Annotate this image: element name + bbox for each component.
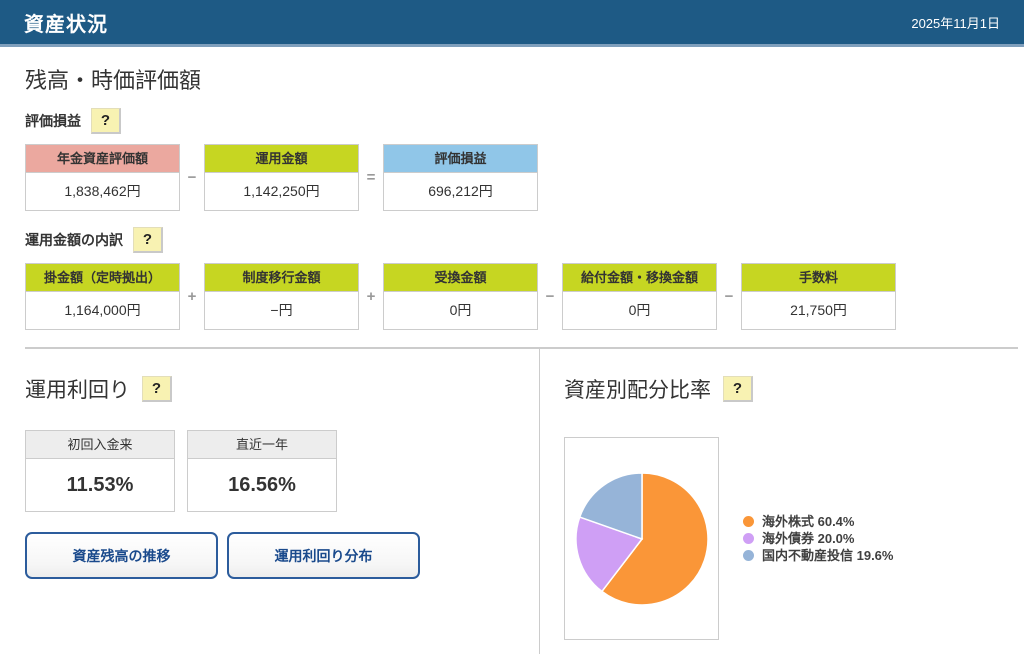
help-button-allocation[interactable]: ? <box>723 376 753 402</box>
legend-label: 海外債券 20.0% <box>762 531 855 546</box>
question-icon: ? <box>100 112 111 129</box>
box-label: 掛金額（定時拠出） <box>26 264 179 292</box>
allocation-section: 資産別配分比率 ? 海外株式 60.4% 海外債券 20.0% <box>540 349 1018 654</box>
pl-calc-row: 年金資産評価額 1,838,462円 − 運用金額 1,142,250円 = 評… <box>25 144 1024 211</box>
app-header: 資産状況 2025年11月1日 <box>0 0 1024 47</box>
box-value: 1,164,000円 <box>64 302 141 318</box>
box-value: 1,142,250円 <box>243 183 320 199</box>
breakdown-box-benefits-paid: 給付金額・移換金額 0円 <box>562 263 717 330</box>
pl-box-invested-amount: 運用金額 1,142,250円 <box>204 144 359 211</box>
asset-history-button[interactable]: 資産残高の推移 <box>25 532 218 579</box>
breakdown-box-system-transfer: 制度移行金額 −円 <box>204 263 359 330</box>
box-value: 696,212円 <box>428 183 493 199</box>
operator-minus: − <box>545 288 555 305</box>
legend-dot-overseas-equity <box>743 516 754 527</box>
legend-item: 海外株式 60.4% <box>743 513 893 530</box>
box-value: −円 <box>270 302 293 318</box>
operator-plus: + <box>187 288 197 305</box>
yield-buttons-row: 資産残高の推移 運用利回り分布 <box>25 532 539 579</box>
breakdown-box-fees: 手数料 21,750円 <box>741 263 896 330</box>
yield-box-last-year: 直近一年 16.56% <box>187 430 337 512</box>
pl-box-pension-assets: 年金資産評価額 1,838,462円 <box>25 144 180 211</box>
breakdown-label-row: 運用金額の内訳 ? <box>25 227 1024 253</box>
yield-section: 運用利回り ? 初回入金来 11.53% 直近一年 16.56% 資産残高の推移… <box>25 349 540 654</box>
pie-legend: 海外株式 60.4% 海外債券 20.0% 国内不動産投信 19.6% <box>743 513 893 640</box>
yield-boxes-row: 初回入金来 11.53% 直近一年 16.56% <box>25 430 539 512</box>
operator-plus: + <box>366 288 376 305</box>
box-label: 評価損益 <box>384 145 537 173</box>
box-label: 手数料 <box>742 264 895 292</box>
legend-item: 海外債券 20.0% <box>743 530 893 547</box>
box-value: 0円 <box>628 302 651 318</box>
yield-section-title-row: 運用利回り ? <box>25 374 539 404</box>
breakdown-box-transfer-in: 受換金額 0円 <box>383 263 538 330</box>
yield-section-title: 運用利回り <box>25 379 130 402</box>
yield-box-since-inception: 初回入金来 11.53% <box>25 430 175 512</box>
box-label: 受換金額 <box>384 264 537 292</box>
balance-section-title: 残高・時価評価額 <box>25 68 202 93</box>
box-label: 給付金額・移換金額 <box>563 264 716 292</box>
box-value: 1,838,462円 <box>64 183 141 199</box>
help-button-yield[interactable]: ? <box>142 376 172 402</box>
operator-minus: − <box>724 288 734 305</box>
header-date: 2025年11月1日 <box>911 15 1000 31</box>
allocation-section-title-row: 資産別配分比率 ? <box>564 374 1018 404</box>
legend-label: 海外株式 60.4% <box>762 514 855 529</box>
yield-distribution-button[interactable]: 運用利回り分布 <box>227 532 420 579</box>
legend-item: 国内不動産投信 19.6% <box>743 547 893 564</box>
box-value: 16.56% <box>228 474 296 496</box>
breakdown-label: 運用金額の内訳 <box>25 232 123 248</box>
question-icon: ? <box>142 231 153 248</box>
box-value: 21,750円 <box>790 302 847 318</box>
question-icon: ? <box>732 380 743 397</box>
pl-box-valuation-gain: 評価損益 696,212円 <box>383 144 538 211</box>
balance-section: 残高・時価評価額 評価損益 ? 年金資産評価額 1,838,462円 − 運用金… <box>0 63 1024 330</box>
page-title: 資産状況 <box>24 13 108 36</box>
box-label: 直近一年 <box>188 431 336 459</box>
operator-minus: − <box>187 169 197 186</box>
bottom-panels: 運用利回り ? 初回入金来 11.53% 直近一年 16.56% 資産残高の推移… <box>25 347 1018 654</box>
pie-chart-frame <box>564 437 719 640</box>
legend-dot-domestic-reit <box>743 550 754 561</box>
legend-label: 国内不動産投信 19.6% <box>762 548 894 563</box>
allocation-chart-row: 海外株式 60.4% 海外債券 20.0% 国内不動産投信 19.6% <box>564 437 1018 640</box>
legend-dot-overseas-bonds <box>743 533 754 544</box>
operator-equals: = <box>366 169 376 186</box>
breakdown-calc-row: 掛金額（定時拠出） 1,164,000円 + 制度移行金額 −円 + 受換金額 … <box>25 263 1024 330</box>
pie-chart <box>574 472 709 606</box>
help-button-breakdown[interactable]: ? <box>133 227 163 253</box>
pl-label-row: 評価損益 ? <box>25 108 1024 134</box>
box-label: 制度移行金額 <box>205 264 358 292</box>
breakdown-box-contributions: 掛金額（定時拠出） 1,164,000円 <box>25 263 180 330</box>
box-label: 年金資産評価額 <box>26 145 179 173</box>
allocation-section-title: 資産別配分比率 <box>564 379 711 402</box>
box-value: 0円 <box>449 302 472 318</box>
help-button-pl[interactable]: ? <box>91 108 121 134</box>
pl-label: 評価損益 <box>25 113 81 129</box>
question-icon: ? <box>151 380 162 397</box>
box-label: 初回入金来 <box>26 431 174 459</box>
box-value: 11.53% <box>66 474 134 496</box>
box-label: 運用金額 <box>205 145 358 173</box>
